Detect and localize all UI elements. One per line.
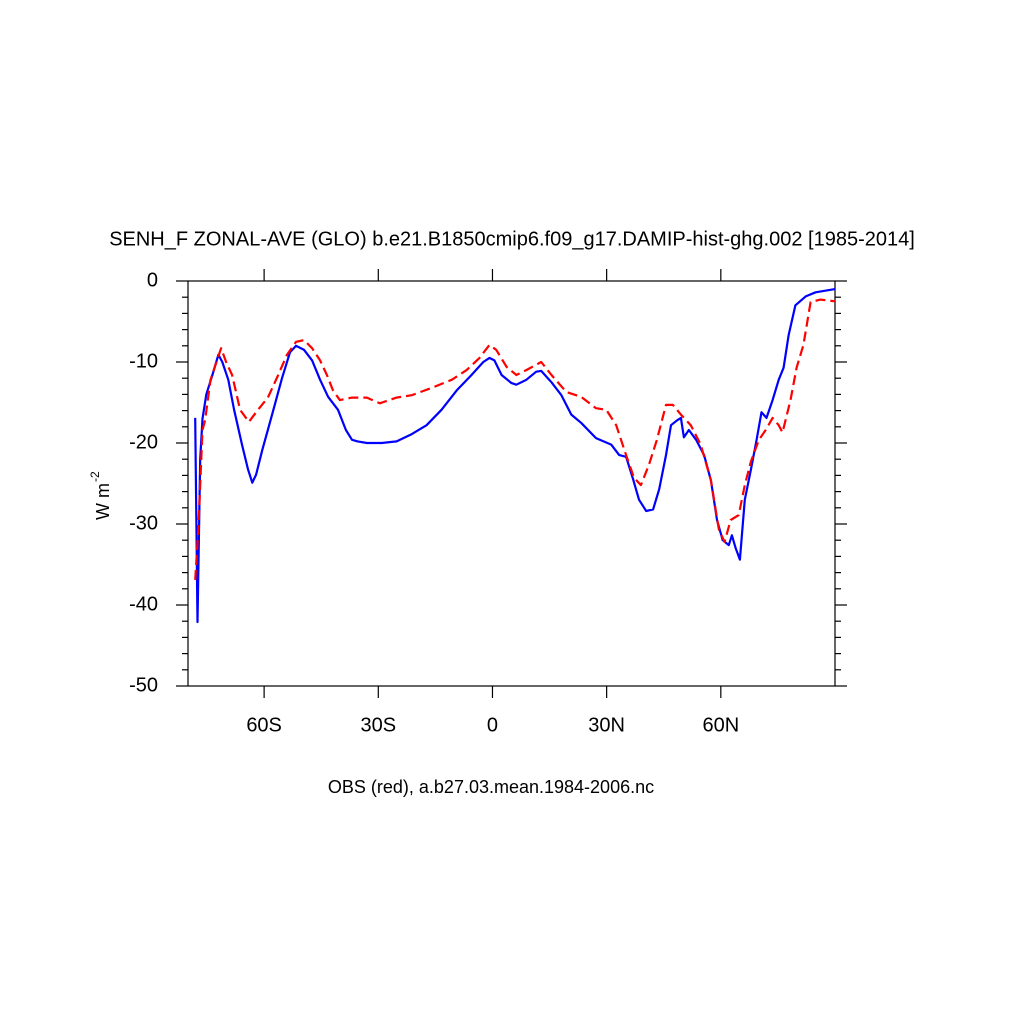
x-tick-label: 0 <box>487 714 498 736</box>
y-tick-label: -40 <box>129 593 158 615</box>
x-tick-label: 30S <box>360 714 396 736</box>
y-tick-label: 0 <box>147 269 158 291</box>
y-axis-label-sup: -2 <box>88 471 102 482</box>
x-axis-label: OBS (red), a.b27.03.mean.1984-2006.nc <box>328 777 654 797</box>
series-line <box>194 288 836 624</box>
plot-frame <box>187 280 836 687</box>
y-tick-label: -10 <box>129 350 158 372</box>
x-tick-label: 60S <box>246 714 282 736</box>
series-line <box>194 298 836 580</box>
x-tick-label: 30N <box>588 714 625 736</box>
y-tick-label: -50 <box>129 674 158 696</box>
chart-title: SENH_F ZONAL-AVE (GLO) b.e21.B1850cmip6.… <box>109 228 915 250</box>
y-tick-label: -20 <box>129 431 158 453</box>
y-axis-label: W m -2 <box>88 471 113 520</box>
x-tick-label: 60N <box>702 714 739 736</box>
y-axis-label-base: W m <box>93 483 113 520</box>
y-tick-label: -30 <box>129 512 158 534</box>
